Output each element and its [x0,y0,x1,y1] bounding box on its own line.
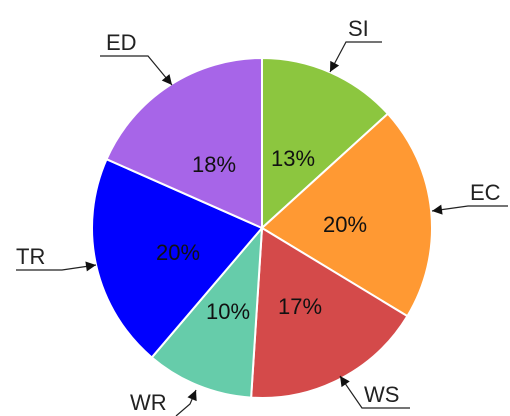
slice-value-label-ws: 17% [278,294,322,319]
leader-line-si [329,41,382,73]
leader-arrow-wr [187,390,197,402]
leader-line-tr [16,264,97,271]
slice-value-label-ed: 18% [192,152,236,177]
leader-arrow-ec [432,204,443,215]
slice-category-label-ed: ED [106,30,137,55]
pie-slice-wr [150,225,264,399]
leader-line-ws [339,375,410,409]
pie-slice-si [261,56,390,231]
leader-arrow-si [330,60,340,72]
slice-value-label-si: 13% [271,146,315,171]
leader-arrow-tr [85,261,96,272]
pie-slice-ec [260,112,433,318]
slice-category-label-si: SI [348,16,369,41]
slice-category-label-tr: TR [16,244,45,269]
leader-arrow-ed [161,74,172,85]
slice-value-label-ec: 20% [323,212,367,237]
leader-arrow-ws [340,376,350,388]
slice-category-label-ec: EC [470,180,501,205]
pie-slice-tr [91,157,264,359]
leader-line-ec [431,205,508,212]
leader-line-ed [100,55,173,86]
pie-slice-ed [105,56,263,230]
slice-category-label-ws: WS [364,382,399,407]
slice-value-label-tr: 20% [156,240,200,265]
slice-category-label-wr: WR [130,390,167,415]
slice-value-label-wr: 10% [206,299,250,324]
